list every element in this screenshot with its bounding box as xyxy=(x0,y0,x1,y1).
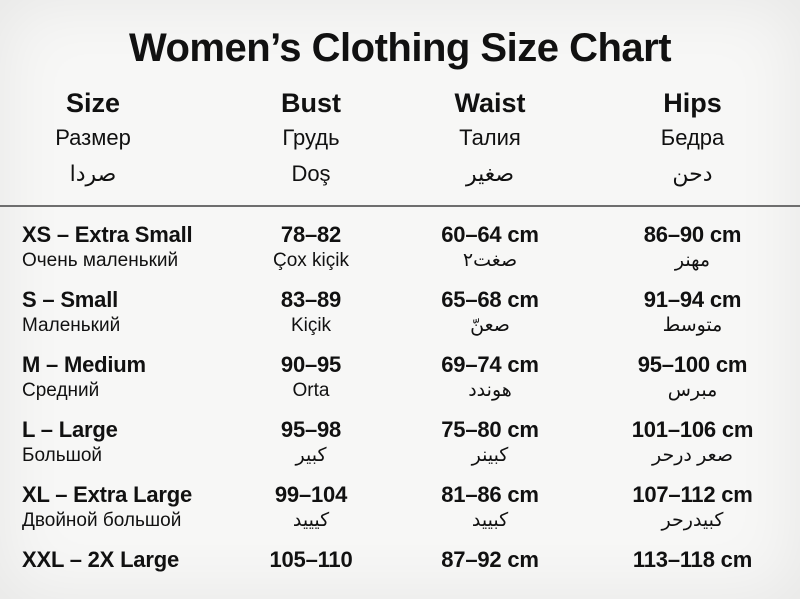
header-hips-ru: Бедра xyxy=(660,125,725,150)
bust-value: 99–104 xyxy=(274,482,348,507)
size-cell: XXL – 2X Large xyxy=(0,546,232,573)
table-row-xxl: XXL – 2X Large 105–110 87–92 cm 113–118 … xyxy=(0,546,795,573)
table-header: Size Размер صردا Bust Грудь Doş Waist Та… xyxy=(0,85,795,193)
bust-value: 95–98 xyxy=(280,417,342,442)
waist-cell: 87–92 cm xyxy=(390,546,590,573)
table-row-m: M – Medium Средний 90–95 Orta 69–74 cm ه… xyxy=(0,351,795,404)
bust-value: 78–82 xyxy=(280,222,342,247)
hips-translation: كبيدرحر xyxy=(661,510,724,531)
waist-translation: صعنّ xyxy=(470,315,510,336)
bust-translation: كيييد xyxy=(292,510,330,531)
size-cell: L – Large Большой xyxy=(0,416,232,469)
bust-cell: 78–82 Çox kiçik xyxy=(232,221,390,274)
size-cell: S – Small Маленький xyxy=(0,286,232,339)
table-row-xs: XS – Extra Small Очень маленький 78–82 Ç… xyxy=(0,221,795,274)
header-waist-ru: Талия xyxy=(459,125,521,150)
waist-cell: 60–64 cm صغت٢ xyxy=(390,221,590,274)
table-row-s: S – Small Маленький 83–89 Kiçik 65–68 cm… xyxy=(0,286,795,339)
hips-translation: مهنر xyxy=(674,250,711,271)
table-body: XS – Extra Small Очень маленький 78–82 Ç… xyxy=(0,207,800,573)
waist-translation: كبينر xyxy=(471,445,509,466)
hips-cell: 113–118 cm xyxy=(590,546,795,573)
hips-value: 91–94 cm xyxy=(643,287,742,312)
hips-translation: متوسط xyxy=(662,315,723,336)
hips-cell: 101–106 cm صعر درحر xyxy=(590,416,795,469)
size-label: S – Small xyxy=(22,287,119,312)
waist-value: 69–74 cm xyxy=(441,352,539,377)
size-cell: M – Medium Средний xyxy=(0,351,232,404)
hips-value: 101–106 cm xyxy=(631,417,754,442)
size-translation: Двойной большой xyxy=(22,510,182,531)
hips-cell: 91–94 cm متوسط xyxy=(590,286,795,339)
bust-value: 105–110 xyxy=(269,547,353,572)
header-hips-en: Hips xyxy=(663,88,722,118)
waist-cell: 81–86 cm كبييد xyxy=(390,481,590,534)
bust-translation: Çox kiçik xyxy=(272,250,349,271)
size-translation: Большой xyxy=(22,445,103,466)
header-bust-azeri: Doş xyxy=(291,161,331,186)
bust-cell: 95–98 كبير xyxy=(232,416,390,469)
bust-cell: 83–89 Kiçik xyxy=(232,286,390,339)
page-title: Women’s Clothing Size Chart xyxy=(128,26,672,70)
hips-translation: صعر درحر xyxy=(652,445,733,466)
bust-value: 83–89 xyxy=(280,287,342,312)
waist-value: 81–86 cm xyxy=(441,482,539,507)
hips-value: 95–100 cm xyxy=(637,352,748,377)
size-translation: Средний xyxy=(22,380,100,401)
header-hips-arabic: دحن xyxy=(672,161,713,186)
size-label: L – Large xyxy=(22,417,118,442)
waist-value: 65–68 cm xyxy=(441,287,539,312)
waist-cell: 69–74 cm هوندد xyxy=(390,351,590,404)
header-size-en: Size xyxy=(65,88,121,118)
header-bust-ru: Грудь xyxy=(282,125,340,150)
size-label: XS – Extra Small xyxy=(22,222,193,247)
header-waist-en: Waist xyxy=(454,88,526,118)
header-size-ru: Размер xyxy=(55,125,131,150)
size-translation: Маленький xyxy=(22,315,121,336)
hips-cell: 95–100 cm مبرس xyxy=(590,351,795,404)
size-label: M – Medium xyxy=(22,352,146,377)
header-waist-arabic: صغير xyxy=(465,161,515,186)
size-label: XL – Extra Large xyxy=(22,482,193,507)
waist-translation: كبييد xyxy=(471,510,509,531)
header-size-arabic: صردا xyxy=(69,161,117,186)
waist-translation: صغت٢ xyxy=(462,250,518,271)
hips-cell: 107–112 cm كبيدرحر xyxy=(590,481,795,534)
bust-cell: 99–104 كيييد xyxy=(232,481,390,534)
column-header-size: Size Размер صردا xyxy=(0,85,186,193)
waist-translation: هوندد xyxy=(468,380,512,401)
bust-cell: 90–95 Orta xyxy=(232,351,390,404)
waist-cell: 75–80 cm كبينر xyxy=(390,416,590,469)
size-label: XXL – 2X Large xyxy=(22,547,179,572)
waist-value: 60–64 cm xyxy=(441,222,539,247)
hips-cell: 86–90 cm مهنر xyxy=(590,221,795,274)
table-row-l: L – Large Большой 95–98 كبير 75–80 cm كب… xyxy=(0,416,795,469)
column-header-hips: Hips Бедра دحن xyxy=(590,85,795,193)
size-cell: XL – Extra Large Двойной большой xyxy=(0,481,232,534)
waist-value: 75–80 cm xyxy=(441,417,539,442)
bust-translation: كبير xyxy=(295,445,327,466)
table-row-xl: XL – Extra Large Двойной большой 99–104 … xyxy=(0,481,795,534)
bust-translation: Orta xyxy=(292,380,330,401)
waist-cell: 65–68 cm صعنّ xyxy=(390,286,590,339)
size-translation: Очень маленький xyxy=(22,250,179,271)
column-header-bust: Bust Грудь Doş xyxy=(232,85,390,193)
hips-value: 86–90 cm xyxy=(643,222,742,247)
header-bust-en: Bust xyxy=(281,88,341,118)
hips-value: 113–118 cm xyxy=(632,547,753,572)
hips-translation: مبرس xyxy=(667,380,718,401)
waist-value: 87–92 cm xyxy=(441,547,539,572)
bust-value: 90–95 xyxy=(280,352,342,377)
header-divider xyxy=(0,205,800,207)
column-header-waist: Waist Талия صغير xyxy=(390,85,590,193)
size-cell: XS – Extra Small Очень маленький xyxy=(0,221,232,274)
hips-value: 107–112 cm xyxy=(632,482,753,507)
bust-translation: Kiçik xyxy=(290,315,332,336)
bust-cell: 105–110 xyxy=(232,546,390,573)
